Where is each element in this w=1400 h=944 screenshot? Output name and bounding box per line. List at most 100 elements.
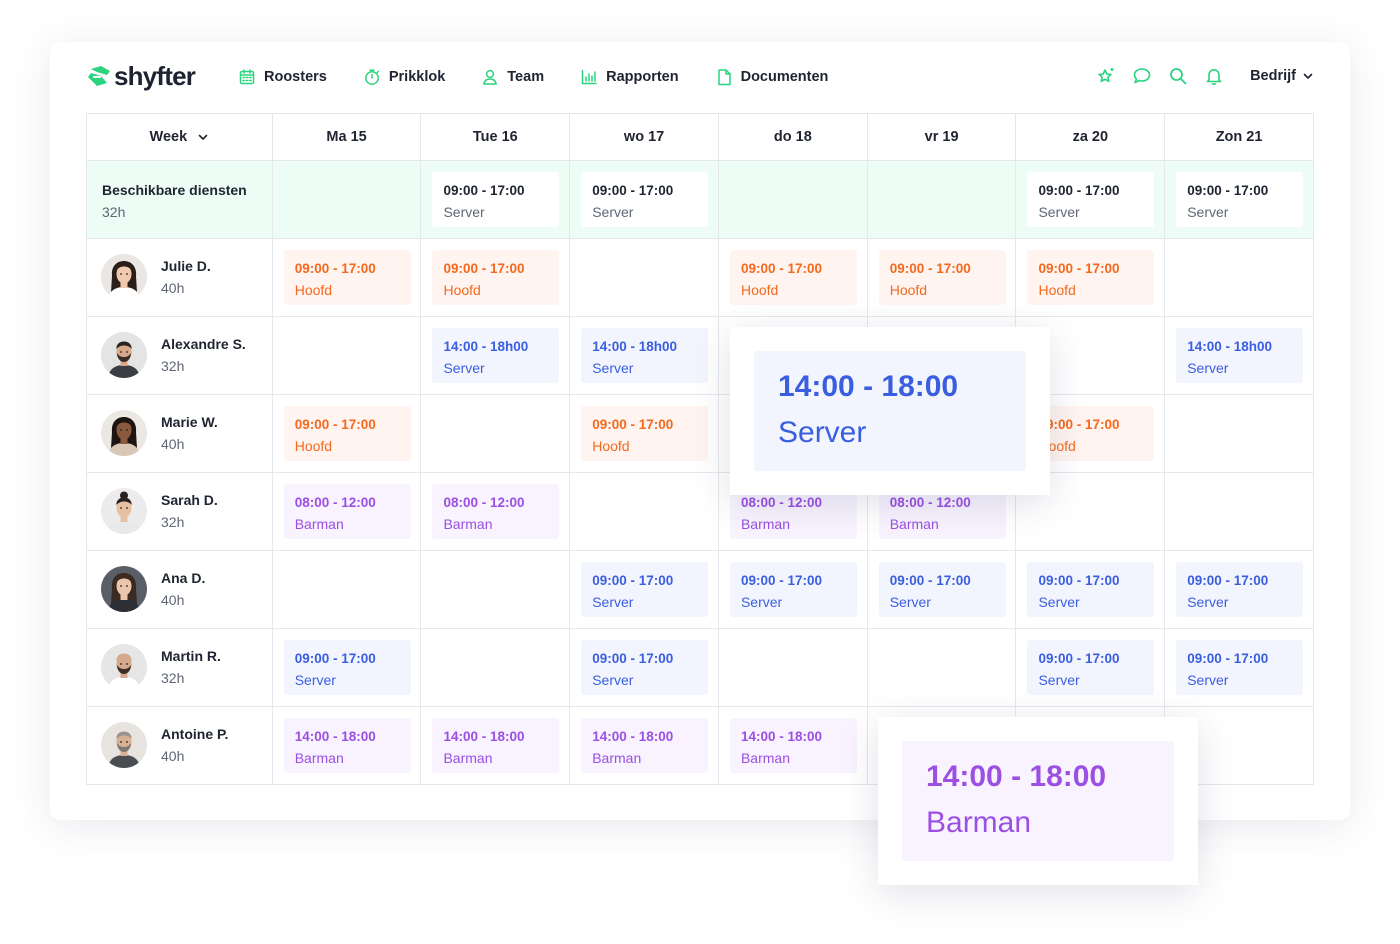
schedule-cell[interactable]: 08:00 - 12:00 Barman [272, 473, 422, 551]
shift-card[interactable]: 14:00 - 18h00 Server [432, 328, 560, 383]
schedule-cell[interactable]: 09:00 - 17:00 Server [570, 551, 719, 629]
shift-card[interactable]: 09:00 - 17:00 Server [1027, 640, 1155, 695]
schedule-cell[interactable] [421, 395, 571, 473]
schedule-cell[interactable] [1165, 473, 1314, 551]
schedule-cell[interactable]: 09:00 - 17:00 Hoofd [272, 395, 422, 473]
schedule-cell[interactable]: 08:00 - 12:00 Barman [421, 473, 571, 551]
shift-card[interactable]: 09:00 - 17:00 Hoofd [1027, 250, 1155, 305]
shyfter-logo[interactable]: shyfter [87, 62, 196, 90]
schedule-cell[interactable] [272, 161, 422, 239]
schedule-cell[interactable] [867, 629, 1017, 707]
day-header[interactable]: za 20 [1016, 114, 1166, 161]
day-header[interactable]: Ma 15 [272, 114, 422, 161]
employee-cell[interactable]: Antoine P. 40h [87, 707, 273, 785]
schedule-cell[interactable]: 14:00 - 18h00 Server [570, 317, 719, 395]
schedule-cell[interactable]: 09:00 - 17:00 Server [718, 551, 868, 629]
schedule-cell[interactable]: 14:00 - 18h00 Server [1165, 317, 1314, 395]
shift-card[interactable]: 14:00 - 18h00 Server [1176, 328, 1304, 383]
schedule-cell[interactable]: 09:00 - 17:00 Server [867, 551, 1017, 629]
shift-card[interactable]: 14:00 - 18:00 Barman [581, 718, 709, 773]
shift-card[interactable]: 08:00 - 12:00 Barman [283, 484, 411, 539]
shift-card[interactable]: 09:00 - 17:00 Server [581, 562, 709, 617]
schedule-cell[interactable] [1016, 317, 1166, 395]
employee-cell[interactable]: Martin R. 32h [87, 629, 273, 707]
shift-card[interactable]: 09:00 - 17:00 Hoofd [581, 406, 709, 461]
day-header[interactable]: do 18 [718, 114, 868, 161]
schedule-cell[interactable]: 14:00 - 18:00 Barman [718, 707, 868, 785]
schedule-cell[interactable] [421, 629, 571, 707]
schedule-cell[interactable] [1165, 707, 1314, 785]
shift-card[interactable]: 09:00 - 17:00 Server [1027, 562, 1155, 617]
nav-item-team[interactable]: Team [481, 66, 544, 88]
nav-item-prikklok[interactable]: Prikklok [363, 66, 445, 88]
week-selector[interactable]: Week [87, 114, 273, 161]
schedule-cell[interactable] [718, 161, 868, 239]
day-header[interactable]: Zon 21 [1165, 114, 1314, 161]
shift-card[interactable]: 09:00 - 17:00 Hoofd [432, 250, 560, 305]
schedule-cell[interactable]: 09:00 - 17:00 Server [570, 629, 719, 707]
schedule-cell[interactable]: 14:00 - 18h00 Server [421, 317, 571, 395]
nav-item-roosters[interactable]: Roosters [238, 66, 327, 88]
schedule-cell[interactable]: 09:00 - 17:00 Server [1016, 629, 1166, 707]
schedule-cell[interactable]: 09:00 - 17:00 Server [272, 629, 422, 707]
day-header[interactable]: wo 17 [570, 114, 719, 161]
shift-card[interactable]: 09:00 - 17:00 Server [1176, 562, 1304, 617]
schedule-cell[interactable] [1165, 239, 1314, 317]
schedule-cell[interactable]: 09:00 - 17:00 Hoofd [272, 239, 422, 317]
schedule-cell[interactable]: 09:00 - 17:00 Hoofd [867, 239, 1017, 317]
schedule-cell[interactable]: 09:00 - 17:00 Server [421, 161, 571, 239]
employee-cell[interactable]: Alexandre S. 32h [87, 317, 273, 395]
nav-item-rapporten[interactable]: Rapporten [580, 66, 679, 88]
shift-card[interactable]: 09:00 - 17:00 Hoofd [283, 406, 411, 461]
day-header[interactable]: Tue 16 [421, 114, 571, 161]
shift-card[interactable]: 09:00 - 17:00 Server [432, 172, 560, 227]
schedule-cell[interactable]: 09:00 - 17:00 Server [1165, 161, 1314, 239]
schedule-cell[interactable]: 09:00 - 17:00 Hoofd [570, 395, 719, 473]
shift-card[interactable]: 09:00 - 17:00 Server [283, 640, 411, 695]
shift-card[interactable]: 09:00 - 17:00 Hoofd [283, 250, 411, 305]
employee-cell[interactable]: Ana D. 40h [87, 551, 273, 629]
schedule-cell[interactable]: 09:00 - 17:00 Hoofd [718, 239, 868, 317]
shift-drag-preview-server[interactable]: 14:00 - 18:00 Server [730, 327, 1050, 495]
schedule-cell[interactable]: 14:00 - 18:00 Barman [272, 707, 422, 785]
schedule-cell[interactable]: 09:00 - 17:00 Server [1165, 551, 1314, 629]
schedule-cell[interactable] [1016, 473, 1166, 551]
schedule-cell[interactable] [421, 551, 571, 629]
shift-card[interactable]: 09:00 - 17:00 Server [1176, 640, 1304, 695]
schedule-cell[interactable]: 09:00 - 17:00 Hoofd [1016, 239, 1166, 317]
shift-card[interactable]: 14:00 - 18:00 Barman [432, 718, 560, 773]
shift-card[interactable]: 09:00 - 17:00 Server [1176, 172, 1304, 227]
search-icon[interactable] [1168, 66, 1188, 86]
sparkle-star-icon[interactable] [1096, 66, 1116, 86]
shift-card[interactable]: 09:00 - 17:00 Server [581, 172, 709, 227]
schedule-cell[interactable] [1165, 395, 1314, 473]
schedule-cell[interactable]: 09:00 - 17:00 Server [1016, 551, 1166, 629]
shift-card[interactable]: 09:00 - 17:00 Hoofd [729, 250, 857, 305]
shift-card[interactable]: 09:00 - 17:00 Server [1027, 172, 1155, 227]
employee-cell[interactable]: Marie W. 40h [87, 395, 273, 473]
company-selector[interactable]: Bedrijf [1250, 68, 1314, 84]
chat-bubble-icon[interactable] [1132, 66, 1152, 86]
schedule-cell[interactable] [272, 317, 422, 395]
day-header[interactable]: vr 19 [867, 114, 1017, 161]
shift-card[interactable]: 14:00 - 18h00 Server [581, 328, 709, 383]
shift-card[interactable]: 09:00 - 17:00 Server [878, 562, 1006, 617]
schedule-cell[interactable]: 14:00 - 18:00 Barman [570, 707, 719, 785]
shift-drag-preview-barman[interactable]: 14:00 - 18:00 Barman [878, 717, 1198, 885]
shift-card[interactable]: 14:00 - 18:00 Barman [729, 718, 857, 773]
schedule-cell[interactable] [867, 161, 1017, 239]
employee-cell[interactable]: Julie D. 40h [87, 239, 273, 317]
bell-icon[interactable] [1204, 66, 1224, 86]
shift-card[interactable]: 09:00 - 17:00 Hoofd [878, 250, 1006, 305]
shift-card[interactable]: 09:00 - 17:00 Server [729, 562, 857, 617]
schedule-cell[interactable] [570, 239, 719, 317]
schedule-cell[interactable] [570, 473, 719, 551]
nav-item-documenten[interactable]: Documenten [715, 66, 828, 88]
schedule-cell[interactable]: 14:00 - 18:00 Barman [421, 707, 571, 785]
schedule-cell[interactable]: 09:00 - 17:00 Server [1165, 629, 1314, 707]
schedule-cell[interactable]: 09:00 - 17:00 Hoofd [421, 239, 571, 317]
employee-cell[interactable]: Sarah D. 32h [87, 473, 273, 551]
shift-card[interactable]: 08:00 - 12:00 Barman [432, 484, 560, 539]
shift-card[interactable]: 09:00 - 17:00 Server [581, 640, 709, 695]
schedule-cell[interactable] [272, 551, 422, 629]
